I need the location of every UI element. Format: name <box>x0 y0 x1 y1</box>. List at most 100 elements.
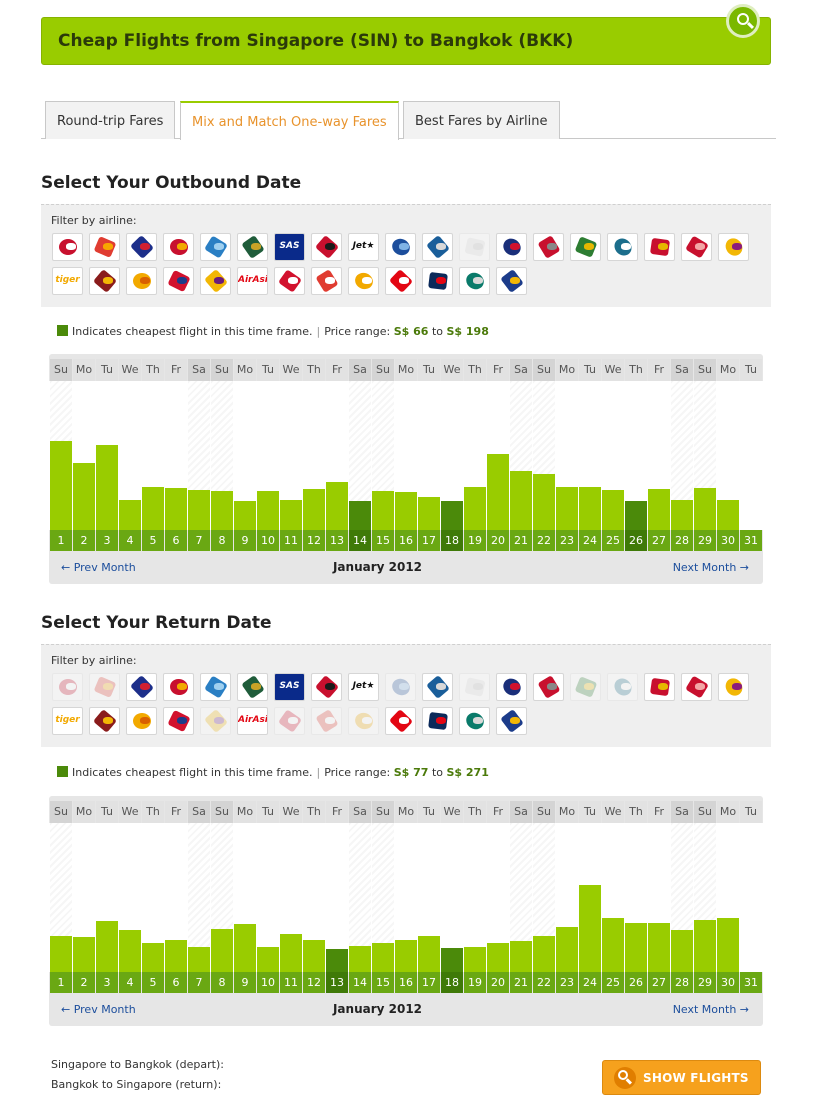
date-column[interactable] <box>188 823 210 972</box>
date-number[interactable]: 3 <box>96 972 118 993</box>
date-number[interactable]: 12 <box>303 972 325 993</box>
date-number[interactable]: 21 <box>510 530 532 551</box>
date-column[interactable] <box>533 381 555 530</box>
date-column[interactable] <box>372 823 394 972</box>
price-bar[interactable] <box>556 927 578 972</box>
airline-4-logo[interactable] <box>163 673 194 701</box>
date-column[interactable] <box>326 823 348 972</box>
date-column[interactable] <box>510 381 532 530</box>
price-bar[interactable] <box>303 940 325 972</box>
price-bar[interactable] <box>671 930 693 972</box>
next-month-link[interactable]: Next Month → <box>672 561 749 574</box>
date-column[interactable] <box>556 823 578 972</box>
airline-31-logo[interactable] <box>459 707 490 735</box>
date-column[interactable] <box>303 823 325 972</box>
airline-29-logo[interactable] <box>385 707 416 735</box>
price-bar[interactable] <box>717 918 739 972</box>
date-column[interactable] <box>119 823 141 972</box>
price-bar[interactable] <box>96 445 118 530</box>
date-number[interactable]: 25 <box>602 972 624 993</box>
date-column[interactable] <box>694 381 716 530</box>
airline-23-logo[interactable] <box>163 707 194 735</box>
date-number[interactable]: 6 <box>165 530 187 551</box>
date-number[interactable]: 4 <box>119 530 141 551</box>
date-number[interactable]: 20 <box>487 530 509 551</box>
show-flights-button[interactable]: SHOW FLIGHTS <box>602 1060 761 1095</box>
price-bar[interactable] <box>487 943 509 972</box>
date-column[interactable] <box>73 381 95 530</box>
date-number[interactable]: 9 <box>234 972 256 993</box>
date-number[interactable]: 19 <box>464 972 486 993</box>
date-column[interactable] <box>717 381 739 530</box>
date-column[interactable] <box>119 381 141 530</box>
airline-11-logo[interactable] <box>422 233 453 261</box>
date-column[interactable] <box>441 823 463 972</box>
date-number[interactable]: 16 <box>395 530 417 551</box>
price-bar[interactable] <box>73 463 95 530</box>
airline-12-logo[interactable] <box>459 673 490 701</box>
date-number[interactable]: 24 <box>579 972 601 993</box>
price-bar[interactable] <box>648 489 670 530</box>
date-number[interactable]: 29 <box>694 972 716 993</box>
price-bar[interactable] <box>188 490 210 530</box>
price-bar[interactable] <box>142 487 164 530</box>
airline-4-logo[interactable] <box>163 233 194 261</box>
airline-1-logo[interactable] <box>52 233 83 261</box>
airline-27-logo[interactable] <box>311 267 342 295</box>
airline-27-logo[interactable] <box>311 707 342 735</box>
price-bar[interactable] <box>50 936 72 972</box>
price-bar[interactable] <box>96 921 118 972</box>
date-number[interactable]: 4 <box>119 972 141 993</box>
date-column[interactable] <box>142 823 164 972</box>
date-number[interactable]: 8 <box>211 972 233 993</box>
date-column[interactable] <box>510 823 532 972</box>
date-column[interactable] <box>740 823 762 972</box>
date-column[interactable] <box>464 381 486 530</box>
airline-28-logo[interactable] <box>348 267 379 295</box>
price-bar[interactable] <box>533 936 555 972</box>
airline-17-logo[interactable] <box>644 233 675 261</box>
date-number[interactable]: 8 <box>211 530 233 551</box>
date-column[interactable] <box>671 381 693 530</box>
date-column[interactable] <box>740 381 762 530</box>
date-number[interactable]: 26 <box>625 972 647 993</box>
airline-21-logo[interactable] <box>89 707 120 735</box>
price-bar[interactable] <box>441 948 463 972</box>
tab-mix-and-match[interactable]: Mix and Match One-way Fares <box>180 101 399 140</box>
date-column[interactable] <box>602 381 624 530</box>
date-column[interactable] <box>395 381 417 530</box>
date-column[interactable] <box>73 823 95 972</box>
date-number[interactable]: 14 <box>349 530 371 551</box>
price-bar[interactable] <box>234 924 256 972</box>
price-bar[interactable] <box>579 487 601 530</box>
airline-29-logo[interactable] <box>385 267 416 295</box>
airline-14-logo[interactable] <box>533 233 564 261</box>
price-bar[interactable] <box>395 492 417 530</box>
airline-9-logo[interactable]: Jet★ <box>348 673 379 701</box>
date-number[interactable]: 26 <box>625 530 647 551</box>
date-column[interactable] <box>694 823 716 972</box>
price-bar[interactable] <box>464 487 486 530</box>
search-icon[interactable] <box>726 4 760 38</box>
date-column[interactable] <box>142 381 164 530</box>
airline-21-logo[interactable] <box>89 267 120 295</box>
airline-3-logo[interactable] <box>126 673 157 701</box>
price-bar[interactable] <box>464 947 486 972</box>
airline-11-logo[interactable] <box>422 673 453 701</box>
date-number[interactable]: 16 <box>395 972 417 993</box>
airline-13-logo[interactable] <box>496 233 527 261</box>
airline-10-logo[interactable] <box>385 233 416 261</box>
price-bar[interactable] <box>510 471 532 530</box>
price-bar[interactable] <box>326 949 348 972</box>
date-number[interactable]: 1 <box>50 530 72 551</box>
date-column[interactable] <box>188 381 210 530</box>
date-column[interactable] <box>579 823 601 972</box>
price-bar[interactable] <box>441 501 463 530</box>
airline-32-logo[interactable] <box>496 707 527 735</box>
price-bar[interactable] <box>717 500 739 530</box>
prev-month-link[interactable]: ← Prev Month <box>61 1003 136 1016</box>
airline-1-logo[interactable] <box>52 673 83 701</box>
date-number[interactable]: 29 <box>694 530 716 551</box>
price-bar[interactable] <box>165 940 187 972</box>
date-number[interactable]: 7 <box>188 530 210 551</box>
